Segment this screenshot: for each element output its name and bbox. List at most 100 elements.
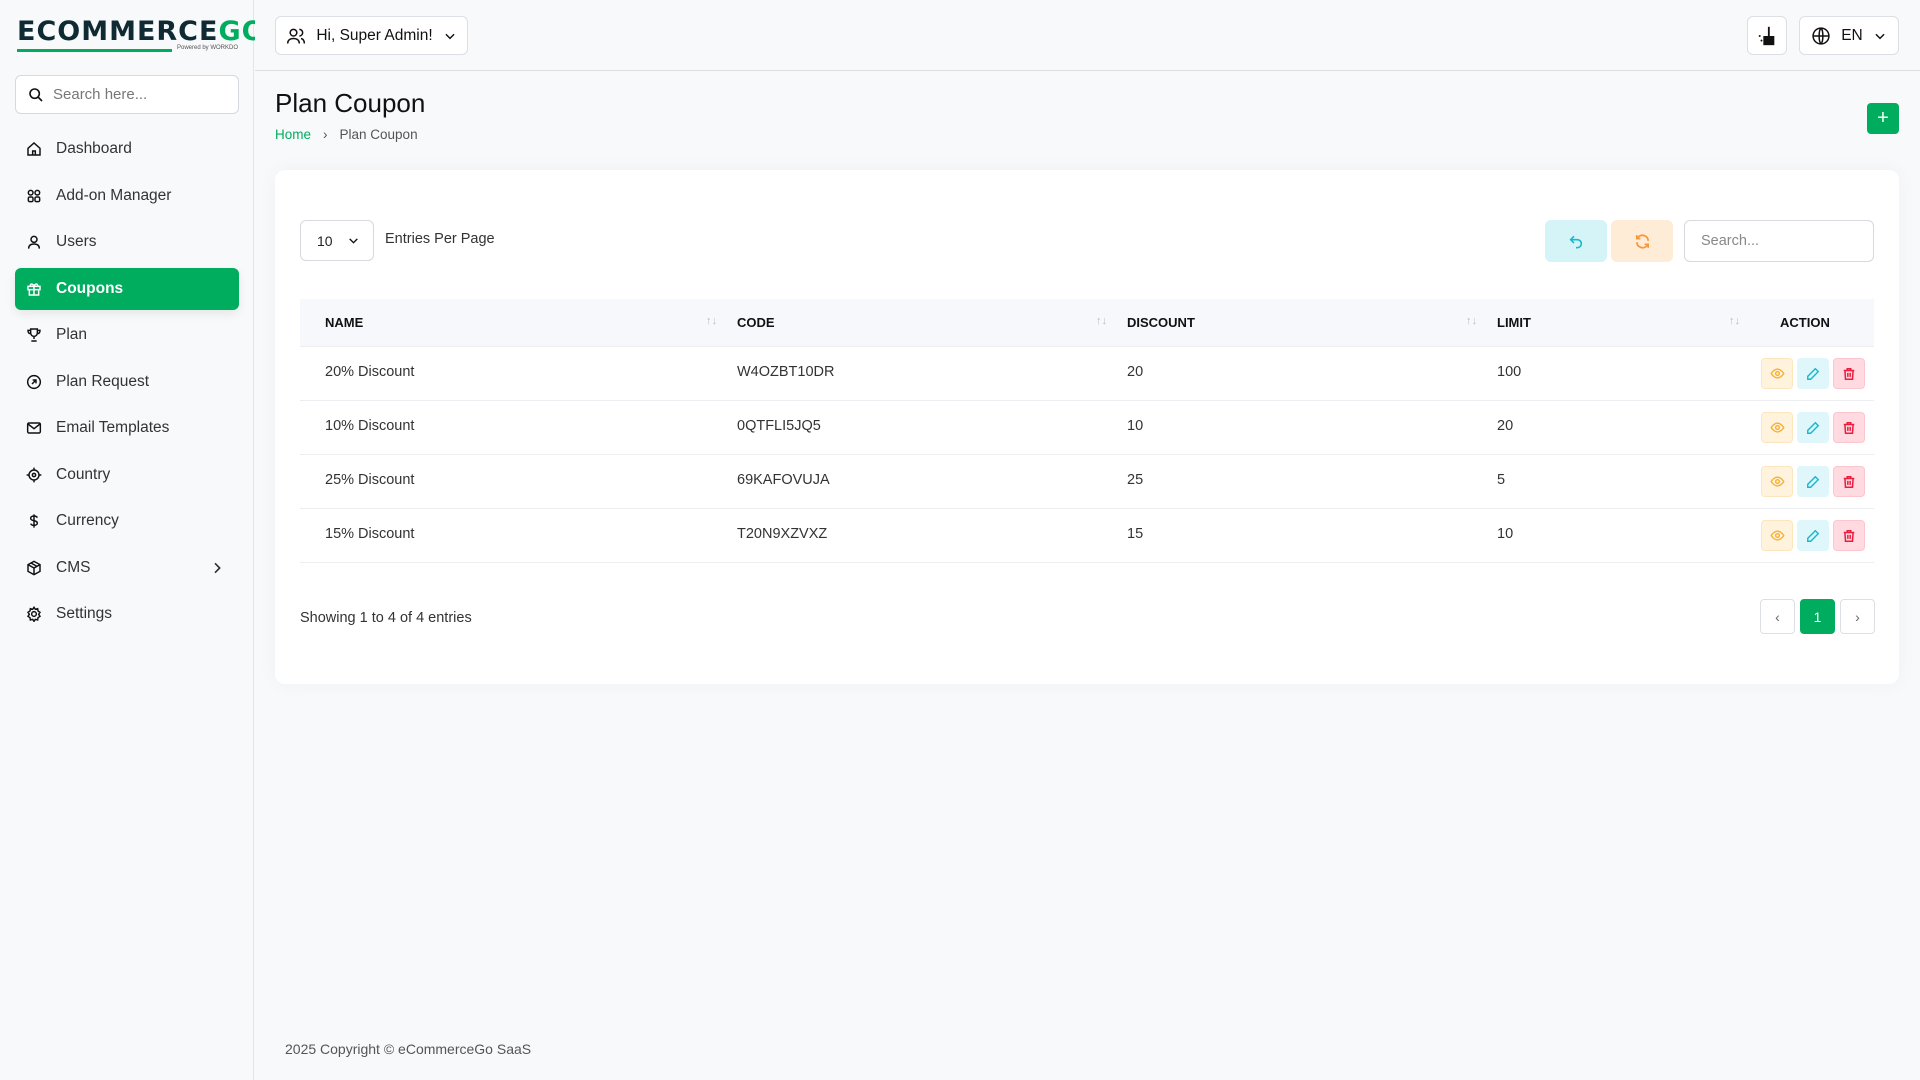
table-row: 20% Discount W4OZBT10DR 20 100: [300, 347, 1874, 401]
breadcrumb-home[interactable]: Home: [275, 127, 312, 142]
dollar-icon: [29, 514, 39, 528]
coupon-discount: 20: [1127, 364, 1144, 380]
sidebar-item-settings[interactable]: Settings: [15, 593, 239, 635]
eye-icon: [1769, 530, 1785, 541]
entries-per-page-select[interactable]: 10: [300, 220, 374, 261]
clear-cache-button[interactable]: [1747, 16, 1787, 55]
table-row: 25% Discount 69KAFOVUJA 25 5: [300, 455, 1874, 509]
view-button[interactable]: [1761, 358, 1793, 389]
table-header: NAME ↑↓ CODE ↑↓ DISCOUNT ↑↓ LIMIT ↑↓ ACT…: [300, 299, 1874, 347]
sort-icon[interactable]: ↑↓: [1729, 315, 1740, 327]
edit-button[interactable]: [1797, 520, 1829, 551]
pencil-icon: [1807, 421, 1820, 434]
sidebar-item-plan[interactable]: Plan: [15, 314, 239, 356]
delete-button[interactable]: [1833, 412, 1865, 443]
column-discount[interactable]: DISCOUNT: [1127, 315, 1195, 330]
logo[interactable]: ECOMMERCEGO Powered by WORKDO: [17, 16, 266, 52]
sort-icon[interactable]: ↑↓: [1096, 315, 1107, 327]
globe-icon: [1812, 26, 1830, 45]
gift-icon: [27, 282, 41, 296]
gear-icon: [26, 606, 42, 622]
pagination-page-1[interactable]: 1: [1800, 599, 1835, 634]
edit-button[interactable]: [1797, 358, 1829, 389]
plus-icon: +: [1877, 107, 1889, 129]
pencil-icon: [1807, 529, 1820, 542]
add-coupon-button[interactable]: +: [1867, 103, 1899, 134]
users-icon: [287, 28, 306, 44]
sidebar-item-label: Email Templates: [56, 419, 170, 436]
sidebar-item-label: Plan Request: [56, 372, 150, 390]
breadcrumb-current: Plan Coupon: [339, 127, 418, 142]
eye-icon: [1769, 476, 1785, 487]
refresh-icon: [1635, 234, 1649, 248]
sidebar-item-coupons[interactable]: Coupons: [15, 267, 239, 310]
delete-button[interactable]: [1833, 520, 1865, 551]
undo-icon: [1569, 235, 1583, 249]
view-button[interactable]: [1761, 466, 1793, 497]
sidebar-item-label: Add-on Manager: [56, 186, 172, 204]
entries-per-page-label: Entries Per Page: [385, 231, 495, 247]
delete-button[interactable]: [1833, 466, 1865, 497]
sidebar-item-label: Coupons: [56, 279, 124, 297]
sidebar-item-cms[interactable]: CMS: [15, 547, 239, 589]
coupon-discount: 15: [1127, 526, 1144, 542]
sidebar-item-add-on-manager[interactable]: Add-on Manager: [15, 175, 239, 217]
user-icon: [27, 235, 41, 249]
pagination-prev-button[interactable]: ‹: [1760, 599, 1795, 634]
column-limit[interactable]: LIMIT: [1497, 315, 1531, 330]
sidebar-item-label: Country: [56, 465, 111, 483]
sort-icon[interactable]: ↑↓: [706, 315, 717, 327]
user-menu-button[interactable]: Hi, Super Admin!: [275, 16, 468, 55]
sidebar-search-input[interactable]: Search here...: [15, 75, 239, 114]
chevron-right-icon: ›: [323, 127, 328, 142]
broom-icon: [1758, 26, 1775, 45]
sidebar-item-email-templates[interactable]: Email Templates: [15, 407, 239, 449]
eye-icon: [1769, 422, 1785, 433]
sidebar-item-label: Users: [56, 233, 97, 250]
pencil-icon: [1807, 367, 1820, 380]
coupon-code: 69KAFOVUJA: [737, 472, 830, 488]
table-row: 10% Discount 0QTFLI5JQ5 10 20: [300, 401, 1874, 455]
refresh-button[interactable]: [1611, 220, 1673, 262]
grid-icon: [27, 189, 41, 202]
sidebar-item-label: CMS: [56, 558, 91, 576]
coupon-limit: 10: [1497, 526, 1514, 542]
coupon-code: 0QTFLI5JQ5: [737, 418, 821, 434]
trash-icon: [1843, 475, 1855, 488]
home-icon: [27, 142, 41, 156]
pagination-next-button[interactable]: ›: [1840, 599, 1875, 634]
chevron-down-icon: [445, 33, 455, 39]
sort-icon[interactable]: ↑↓: [1466, 315, 1477, 327]
coupon-name: 10% Discount: [325, 418, 415, 434]
coupon-discount: 25: [1127, 472, 1144, 488]
sidebar-item-plan-request[interactable]: Plan Request: [15, 361, 239, 403]
edit-button[interactable]: [1797, 412, 1829, 443]
delete-button[interactable]: [1833, 358, 1865, 389]
sidebar-item-label: Plan: [56, 326, 88, 343]
view-button[interactable]: [1761, 412, 1793, 443]
table-search-input[interactable]: Search...: [1684, 220, 1874, 262]
coupon-code: T20N9XZVXZ: [737, 526, 828, 542]
chevron-down-icon: [348, 238, 358, 244]
sidebar-item-label: Settings: [56, 605, 113, 622]
edit-button[interactable]: [1797, 466, 1829, 497]
coupon-name: 20% Discount: [325, 364, 415, 380]
coupon-code: W4OZBT10DR: [737, 364, 835, 380]
sidebar-item-country[interactable]: Country: [15, 454, 239, 496]
column-code[interactable]: CODE: [737, 315, 775, 330]
view-button[interactable]: [1761, 520, 1793, 551]
footer-copyright: 2025 Copyright © eCommerceGo SaaS: [285, 1041, 532, 1057]
sidebar-item-label: Dashboard: [56, 140, 132, 157]
language-select[interactable]: EN: [1799, 16, 1899, 55]
column-name[interactable]: NAME: [325, 315, 364, 330]
sidebar-item-currency[interactable]: Currency: [15, 500, 239, 542]
search-icon: [29, 87, 43, 102]
reset-button[interactable]: [1545, 220, 1607, 262]
trash-icon: [1843, 529, 1855, 542]
sidebar-item-dashboard[interactable]: Dashboard: [15, 128, 239, 170]
coupon-limit: 100: [1497, 364, 1522, 380]
sidebar-item-users[interactable]: Users: [15, 221, 239, 263]
page-title: Plan Coupon: [275, 88, 426, 118]
box-icon: [27, 559, 41, 576]
column-action: ACTION: [1780, 315, 1830, 330]
